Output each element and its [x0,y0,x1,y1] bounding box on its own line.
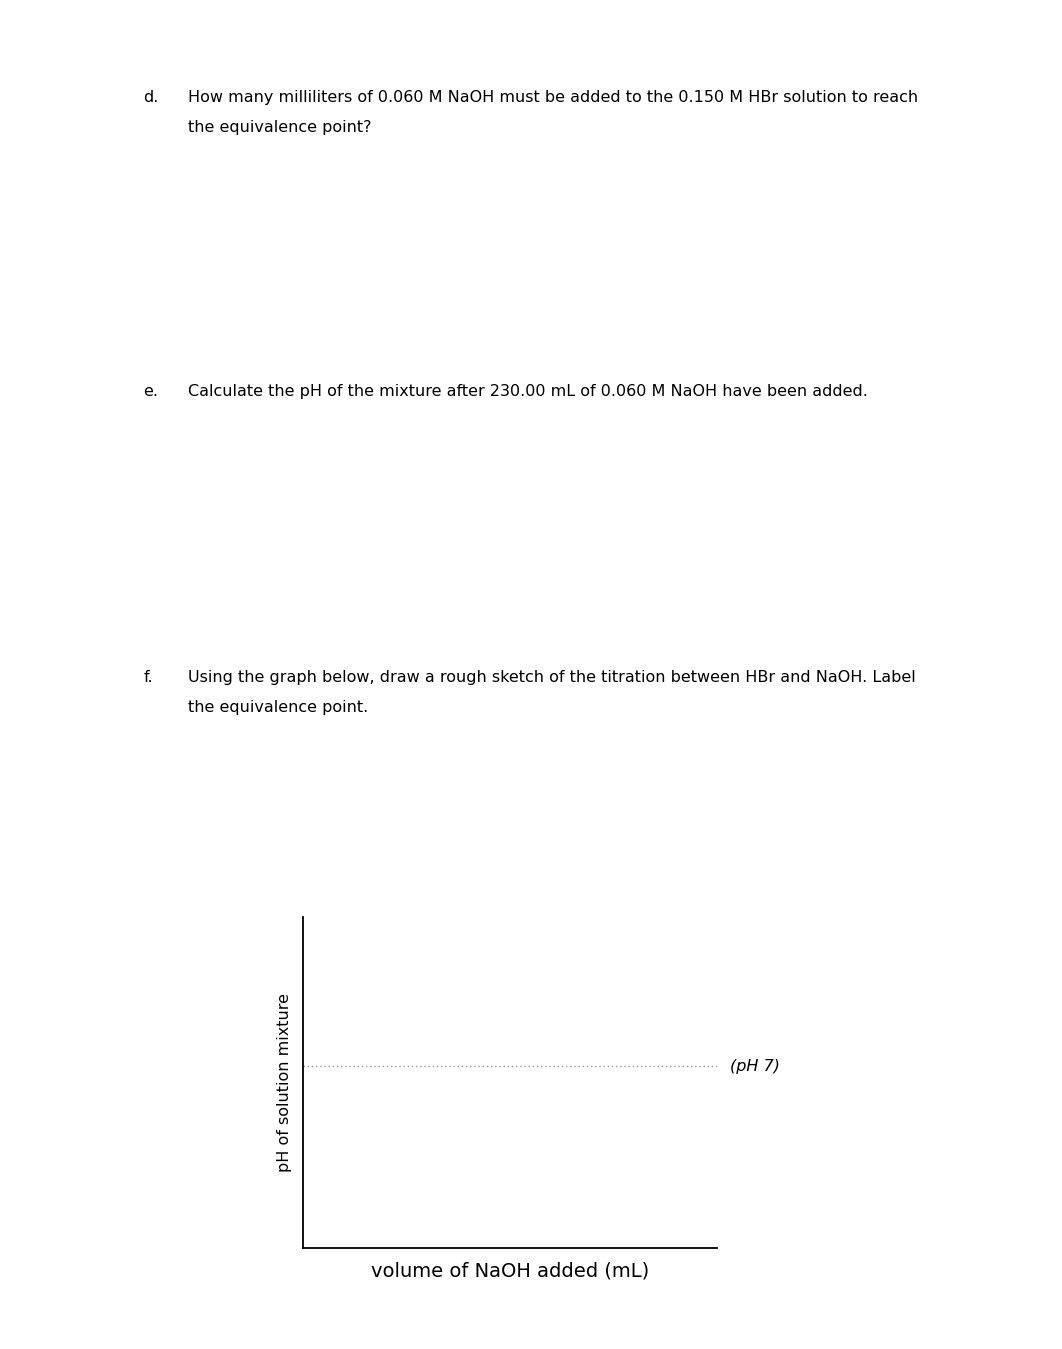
Text: (pH 7): (pH 7) [730,1059,780,1074]
Text: the equivalence point.: the equivalence point. [188,700,369,715]
Text: Calculate the pH of the mixture after 230.00 mL of 0.060 M NaOH have been added.: Calculate the pH of the mixture after 23… [188,384,868,399]
Text: d.: d. [143,90,158,105]
X-axis label: volume of NaOH added (mL): volume of NaOH added (mL) [371,1261,649,1280]
Text: the equivalence point?: the equivalence point? [188,120,372,135]
Text: How many milliliters of 0.060 M NaOH must be added to the 0.150 M HBr solution t: How many milliliters of 0.060 M NaOH mus… [188,90,918,105]
Text: Using the graph below, draw a rough sketch of the titration between HBr and NaOH: Using the graph below, draw a rough sket… [188,670,915,685]
Y-axis label: pH of solution mixture: pH of solution mixture [276,993,292,1172]
Text: e.: e. [143,384,158,399]
Text: f.: f. [143,670,153,685]
